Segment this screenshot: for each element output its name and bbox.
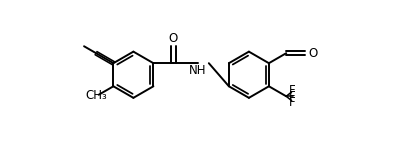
Text: CH₃: CH₃ bbox=[86, 89, 108, 102]
Text: NH: NH bbox=[189, 64, 207, 77]
Text: O: O bbox=[169, 32, 178, 45]
Text: F: F bbox=[289, 96, 296, 109]
Text: O: O bbox=[309, 47, 318, 60]
Text: F: F bbox=[289, 84, 296, 97]
Text: F: F bbox=[289, 90, 296, 103]
